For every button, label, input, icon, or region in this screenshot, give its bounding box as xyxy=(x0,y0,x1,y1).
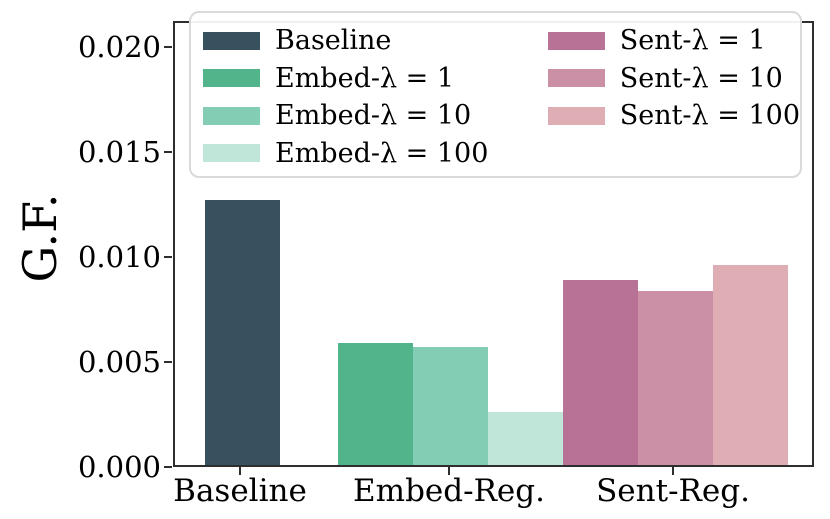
legend-item: Sent-λ = 10 xyxy=(547,60,800,98)
bar-embed-10 xyxy=(413,347,488,465)
legend-label: Sent-λ = 1 xyxy=(619,25,766,57)
y-tick-label: 0.015 xyxy=(77,135,161,169)
y-tick-mark xyxy=(164,466,172,468)
x-tick-mark xyxy=(672,467,674,475)
x-tick-label-baseline: Baseline xyxy=(173,473,307,509)
y-tick-label: 0.010 xyxy=(77,240,161,274)
legend-label: Embed-λ = 1 xyxy=(275,62,455,94)
legend-swatch-icon xyxy=(547,31,605,50)
legend-label: Embed-λ = 10 xyxy=(275,100,472,132)
legend-column: Sent-λ = 1 Sent-λ = 10 Sent-λ = 100 xyxy=(547,13,800,176)
legend-item: Sent-λ = 1 xyxy=(547,22,800,60)
bar-baseline xyxy=(205,200,280,465)
legend-item: Embed-λ = 100 xyxy=(203,135,548,173)
y-tick-mark xyxy=(164,361,172,363)
x-tick-mark xyxy=(448,467,450,475)
y-tick-mark xyxy=(164,151,172,153)
x-tick-label-sent-reg-: Sent-Reg. xyxy=(596,473,750,509)
legend-item: Baseline xyxy=(203,22,548,60)
y-tick-mark xyxy=(164,256,172,258)
bars-layer xyxy=(175,23,812,465)
y-tick-label: 0.000 xyxy=(77,450,161,484)
legend-item: Sent-λ = 100 xyxy=(547,97,800,135)
legend-swatch-icon xyxy=(203,31,260,50)
legend: Baseline Embed-λ = 1 Embed-λ = 10 Embed-λ =… xyxy=(189,11,802,178)
legend-swatch-icon xyxy=(203,69,260,88)
legend-label: Sent-λ = 100 xyxy=(619,100,800,132)
y-axis-label: G.F. xyxy=(13,193,67,283)
legend-label: Baseline xyxy=(275,25,392,57)
y-tick-label: 0.020 xyxy=(77,30,161,64)
x-tick-mark xyxy=(239,467,241,475)
legend-swatch-icon xyxy=(203,144,260,163)
bar-sent-10 xyxy=(638,291,713,465)
bar-embed-1 xyxy=(338,343,413,465)
legend-swatch-icon xyxy=(203,106,260,125)
legend-label: Sent-λ = 10 xyxy=(619,62,783,94)
y-tick-mark xyxy=(164,46,172,48)
y-tick-label: 0.005 xyxy=(77,345,161,379)
legend-swatch-icon xyxy=(547,69,605,88)
legend-column: Baseline Embed-λ = 1 Embed-λ = 10 Embed-λ =… xyxy=(203,13,548,176)
legend-item: Embed-λ = 1 xyxy=(203,60,548,98)
bar-sent-1 xyxy=(563,280,638,465)
legend-item: Embed-λ = 10 xyxy=(203,97,548,135)
bar-embed-100 xyxy=(488,412,563,465)
x-tick-label-embed-reg-: Embed-Reg. xyxy=(353,473,545,509)
legend-swatch-icon xyxy=(547,106,605,125)
bar-sent-100 xyxy=(713,265,788,465)
legend-label: Embed-λ = 100 xyxy=(275,137,489,169)
